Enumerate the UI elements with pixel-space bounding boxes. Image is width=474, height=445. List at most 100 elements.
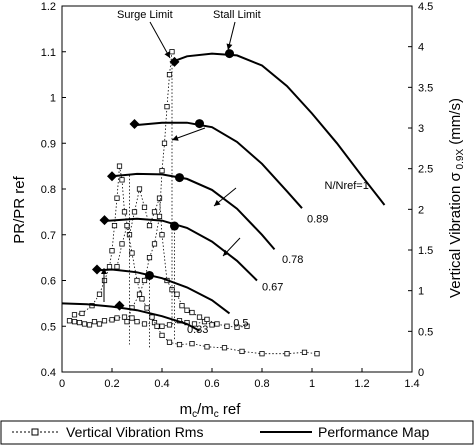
y2-tick-label: 4.5 bbox=[418, 1, 433, 13]
y-tick-label: 0.6 bbox=[41, 276, 56, 288]
vibration-point bbox=[204, 316, 210, 322]
legend-performance-label: Performance Map bbox=[318, 424, 429, 440]
speed-line bbox=[136, 121, 303, 209]
vibration-point bbox=[159, 332, 165, 339]
legend-vibration-label: Vertical Vibration Rms bbox=[66, 424, 203, 440]
speed-line bbox=[174, 52, 386, 206]
vibration-point bbox=[156, 213, 163, 220]
y2-tick-label: 3.5 bbox=[418, 82, 433, 94]
vibration-point bbox=[71, 319, 78, 325]
y2-tick-label: 4 bbox=[418, 42, 424, 54]
vibration-point bbox=[259, 351, 265, 357]
x-tick-label: 0.2 bbox=[104, 378, 119, 390]
vibration-point bbox=[301, 349, 308, 355]
vibration-point bbox=[156, 195, 163, 201]
speed-line bbox=[61, 302, 200, 332]
annotation-arrowhead bbox=[214, 199, 221, 206]
annotation-arrow bbox=[149, 21, 171, 59]
speed-line-label: 0.33 bbox=[187, 324, 208, 336]
vibration-point bbox=[151, 241, 158, 247]
stall-limit-annotation: Stall Limit bbox=[213, 9, 261, 21]
x-tick-label: 0.8 bbox=[254, 378, 269, 390]
y2-tick-label: 0.5 bbox=[418, 326, 433, 338]
vibration-point bbox=[154, 323, 160, 329]
vibration-point bbox=[166, 72, 173, 78]
y-tick-label: 1.1 bbox=[41, 47, 56, 59]
vibration-series-line bbox=[116, 225, 318, 355]
vibration-point bbox=[314, 351, 320, 357]
vibration-point bbox=[164, 104, 170, 110]
vibration-point bbox=[136, 291, 143, 297]
vibration-point bbox=[71, 312, 78, 318]
vibration-point bbox=[96, 291, 103, 297]
vibration-point bbox=[91, 319, 98, 325]
y-tick-label: 0.8 bbox=[41, 184, 56, 196]
vibration-point bbox=[146, 255, 153, 261]
vibration-point bbox=[141, 277, 148, 284]
vibration-point bbox=[204, 344, 210, 350]
vibration-point bbox=[126, 232, 133, 238]
surge-limit-annotation: Surge Limit bbox=[117, 9, 173, 21]
vibration-point bbox=[134, 277, 140, 284]
speed-line-label: 0.67 bbox=[262, 282, 283, 294]
y-tick-label: 0.4 bbox=[41, 367, 56, 379]
vibration-point bbox=[114, 264, 120, 270]
vibration-point bbox=[109, 317, 115, 323]
vibration-point bbox=[114, 195, 120, 201]
y-axis-title: PR/PR ref bbox=[11, 175, 28, 243]
speed-line bbox=[104, 217, 258, 282]
surge-point-marker bbox=[114, 300, 125, 311]
speed-line bbox=[111, 172, 276, 251]
vibration-point bbox=[144, 305, 150, 311]
x-tick-label: 0.4 bbox=[154, 378, 169, 390]
vibration-point bbox=[149, 314, 155, 320]
vibration-series-line bbox=[74, 166, 248, 328]
x-tick-label: 1.2 bbox=[354, 378, 369, 390]
vibration-point bbox=[124, 319, 130, 325]
vibration-point bbox=[66, 318, 73, 324]
annotation-arrowhead bbox=[164, 51, 170, 58]
vibration-point bbox=[121, 314, 128, 320]
chart-legend: Vertical Vibration Rms Performance Map bbox=[0, 420, 474, 445]
y2-tick-label: 2 bbox=[418, 204, 424, 216]
vibration-point bbox=[191, 321, 198, 327]
x-tick-label: 1 bbox=[309, 378, 315, 390]
vibration-point bbox=[101, 318, 108, 324]
x-tick-label: 0 bbox=[59, 378, 65, 390]
y2-tick-label: 1.5 bbox=[418, 245, 433, 257]
vibration-point bbox=[234, 324, 240, 330]
vibration-point bbox=[109, 248, 115, 254]
vibration-point bbox=[129, 315, 135, 321]
vibration-series-group bbox=[66, 49, 320, 357]
x-tick-label: 1.4 bbox=[404, 378, 419, 390]
vibration-point bbox=[76, 319, 83, 326]
vibration-point bbox=[119, 177, 125, 183]
vibration-point bbox=[239, 348, 245, 355]
vibration-point bbox=[196, 314, 203, 320]
speed-line-label: 0.78 bbox=[282, 254, 303, 266]
y2-axis-title: Vertical Vibration σ 0.9X (mm/s) bbox=[447, 98, 466, 298]
vibration-point bbox=[174, 291, 180, 297]
vibration-point bbox=[111, 222, 118, 229]
vibration-point bbox=[189, 341, 195, 347]
vibration-point bbox=[284, 351, 290, 357]
speed-line bbox=[96, 268, 231, 315]
y-tick-label: 0.7 bbox=[41, 230, 56, 242]
legend-frame bbox=[0, 420, 474, 445]
surge-point-marker bbox=[129, 119, 140, 130]
vibration-point bbox=[221, 345, 228, 351]
vibration-point bbox=[184, 307, 190, 313]
vibration-point bbox=[124, 222, 130, 229]
stall-point-marker bbox=[175, 173, 184, 183]
vibration-point bbox=[79, 310, 85, 317]
vibration-point bbox=[176, 341, 183, 348]
vibration-point bbox=[166, 322, 173, 328]
speed-lines-group: 0.33 0.5 0.67 0.78 0.89 N/Nref=1 bbox=[61, 49, 386, 336]
annotation-arrowhead bbox=[172, 135, 179, 141]
vibration-point bbox=[139, 296, 145, 302]
vibration-point bbox=[161, 140, 168, 146]
y-tick-label: 0.9 bbox=[41, 138, 56, 150]
vibration-point bbox=[179, 303, 185, 309]
vibration-point bbox=[141, 321, 148, 327]
